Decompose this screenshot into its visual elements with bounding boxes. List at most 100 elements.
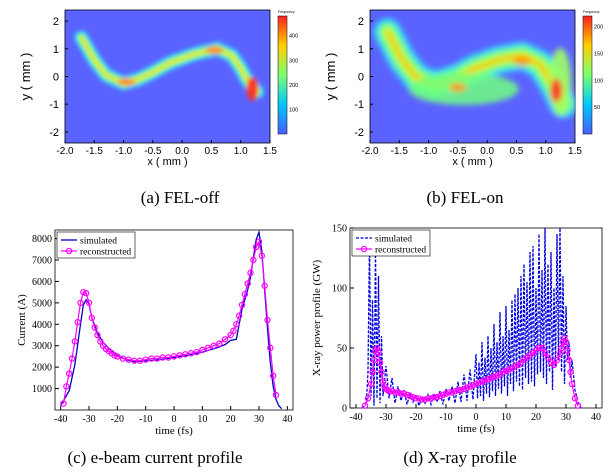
x-tick-label: -20 <box>409 412 422 423</box>
series-1-point <box>478 378 486 385</box>
series-1-point <box>561 335 568 342</box>
x-tick-label: 20 <box>531 412 541 423</box>
x-tick-label: -2.0 <box>56 146 74 157</box>
x-tick-label: 30 <box>254 414 264 425</box>
series-1-point <box>502 367 510 374</box>
series-1-point <box>378 368 385 376</box>
x-tick-label: -40 <box>54 414 67 425</box>
x-tick-label: 0.0 <box>175 146 189 157</box>
y-tick-label: 2000 <box>32 363 52 374</box>
density-layer <box>74 30 265 101</box>
series-1-point <box>119 355 127 362</box>
y-axis-label: y ( mm ) <box>18 53 33 101</box>
series-1-point <box>472 380 480 388</box>
series-1-point <box>433 393 441 401</box>
series-1-point <box>484 375 492 383</box>
y-tick-label: 2 <box>358 16 364 28</box>
series-1-point <box>403 391 411 398</box>
series-1-point <box>460 385 468 392</box>
series-1-point <box>272 391 280 399</box>
series-1-point <box>391 389 399 396</box>
x-tick-label: -30 <box>379 412 392 423</box>
x-tick-label: -40 <box>349 412 362 423</box>
series-1-point <box>74 318 81 326</box>
series-1-point <box>88 314 96 322</box>
y-tick-label: 150 <box>332 224 347 235</box>
series-1-point <box>457 386 465 394</box>
series-1-line <box>62 240 277 404</box>
density-hotspot <box>246 76 259 101</box>
series-1-point <box>451 387 459 395</box>
series-1-point <box>553 356 561 364</box>
series-1-point <box>370 356 378 364</box>
series-1-point <box>415 395 423 402</box>
series-1-point <box>376 359 384 366</box>
series-1-point <box>556 350 564 358</box>
series-1-point <box>111 352 118 359</box>
series-1-point <box>397 390 405 397</box>
series-1-point <box>269 372 277 379</box>
series-1-point <box>182 351 189 358</box>
series-1-point <box>364 395 372 402</box>
series-1-point <box>252 243 260 251</box>
series-1-point <box>568 380 576 388</box>
series-1-point <box>230 327 237 334</box>
y-tick-label: -1 <box>354 99 364 111</box>
series-1-point <box>68 355 76 362</box>
series-1-point <box>238 301 246 309</box>
series-1-point <box>409 393 417 401</box>
series-1-point <box>227 331 234 339</box>
series-1-point <box>255 238 263 245</box>
y-tick-label: 8000 <box>32 234 52 245</box>
x-axis-label: x ( mm ) <box>147 156 187 168</box>
series-1-point <box>244 280 251 287</box>
y-tick-label: 0 <box>342 404 347 415</box>
series-1-point <box>558 344 565 352</box>
series-1-point <box>210 342 217 349</box>
x-tick-label: 1.5 <box>568 146 582 157</box>
y-tick-label: 0 <box>53 72 59 84</box>
series-1-point <box>136 357 144 364</box>
colorbar <box>277 15 288 135</box>
y-tick-label: 5000 <box>32 298 52 309</box>
series-1-point <box>247 269 254 277</box>
series-1-point <box>466 383 474 390</box>
series-1-point <box>499 368 507 376</box>
colorbar-label: Frequency <box>278 10 295 14</box>
series-1-point <box>80 288 87 296</box>
series-1-point <box>541 349 549 356</box>
y-tick-label: 3000 <box>32 341 52 352</box>
series-1-point <box>469 381 477 389</box>
x-tick-label: 40 <box>282 414 292 425</box>
series-1-point <box>550 361 558 368</box>
heatmap-a-svg: -2.0 -1.5 -1.0 -0.5 0.0 0.5 1.0 1.5 2 1 0 -1 -2 x ( m… <box>18 9 298 168</box>
colorbar <box>582 15 593 135</box>
x-tick-label: 40 <box>591 412 601 423</box>
series-1-point <box>565 356 573 364</box>
series-1-point <box>394 389 402 396</box>
series-1-point <box>562 338 570 346</box>
x-tick-label: -0.5 <box>144 146 162 157</box>
x-tick-label: 1.0 <box>539 146 553 157</box>
series-1-point <box>63 383 70 390</box>
series-1-point <box>487 374 495 382</box>
y-axis-label: X-ray power profile (GW) <box>311 259 323 376</box>
density-hotspot <box>513 57 532 66</box>
x-tick-label: -1.0 <box>420 146 438 157</box>
x-tick-label: 0 <box>474 412 479 423</box>
density-hotspot <box>550 78 563 103</box>
x-tick-label: 0.5 <box>204 146 218 157</box>
series-1-point <box>442 390 450 397</box>
series-1-point <box>445 389 453 396</box>
x-tick-label: -20 <box>111 414 124 425</box>
series-0-line <box>60 230 283 410</box>
y-tick-label: 50 <box>337 344 347 355</box>
series-1-point <box>511 362 519 370</box>
x-tick-label: 0 <box>172 414 177 425</box>
x-tick-label: 1.5 <box>263 146 277 157</box>
series-1-point <box>400 390 408 397</box>
y-tick-label: -1 <box>49 99 59 111</box>
x-tick-label: 10 <box>197 414 207 425</box>
x-tick-label: -30 <box>82 414 95 425</box>
